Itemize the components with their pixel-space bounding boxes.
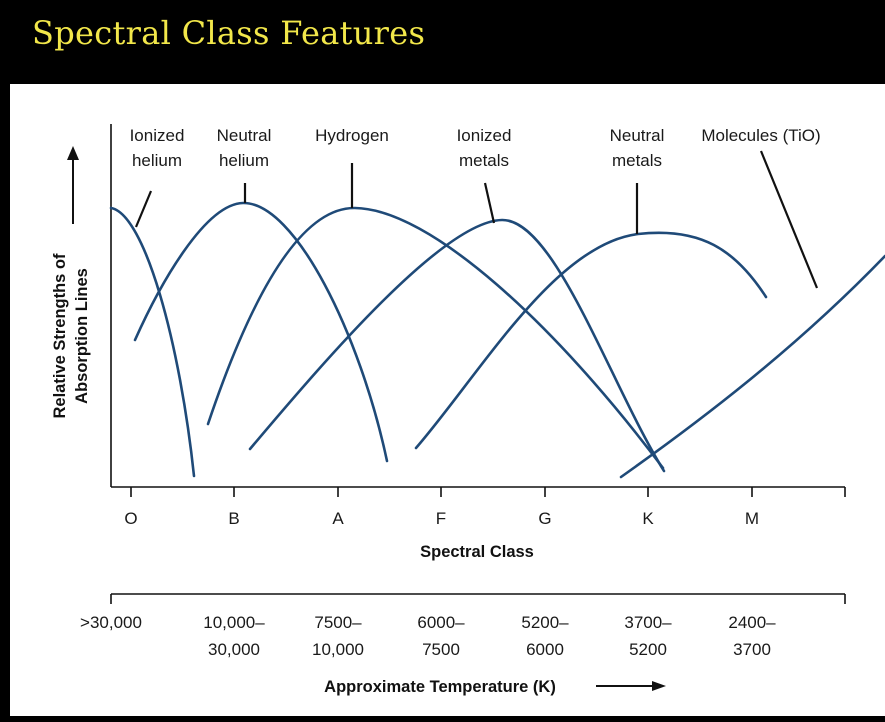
- temp-label-line1: 6000–: [417, 613, 465, 632]
- label-ionized-helium-line2: helium: [132, 151, 182, 170]
- label-hydrogen: Hydrogen: [315, 126, 389, 145]
- spectral-diagram: Relative Strengths of Absorption Lines I…: [51, 124, 885, 696]
- spectral-class-labels: O B A F G K M: [124, 509, 759, 528]
- curve-labels: Ionized helium Neutral helium Hydrogen I…: [130, 126, 821, 170]
- curve-neutral-metals: [414, 231, 768, 450]
- y-axis-arrow: [67, 146, 79, 224]
- label-neutral-metals-line2: metals: [612, 151, 662, 170]
- label-molecules-tio: Molecules (TiO): [701, 126, 820, 145]
- leader-molecules-tio: [759, 150, 819, 289]
- diagram-panel: Relative Strengths of Absorption Lines I…: [10, 84, 885, 716]
- absorption-curves: [109, 201, 885, 479]
- temp-label-line1: 10,000–: [203, 613, 265, 632]
- y-axis-title-line1: Relative Strengths of: [51, 253, 69, 419]
- temp-label-line2: 7500: [422, 640, 460, 659]
- temp-label-line1: 2400–: [728, 613, 776, 632]
- curve-hydrogen: [206, 206, 665, 470]
- curve-neutral-helium: [133, 201, 389, 463]
- label-ionized-helium-line1: Ionized: [130, 126, 185, 145]
- curve-molecules-tio: [619, 254, 885, 479]
- temp-label-line2: 6000: [526, 640, 564, 659]
- curve-ionized-helium: [109, 206, 196, 478]
- x-axis-title: Spectral Class: [420, 543, 534, 561]
- class-label: A: [332, 509, 344, 528]
- y-axis-title-line2: Absorption Lines: [73, 268, 91, 404]
- label-ionized-metals-line1: Ionized: [457, 126, 512, 145]
- page-title: Spectral Class Features: [32, 14, 426, 52]
- class-label: G: [538, 509, 551, 528]
- temp-axis-arrow: [596, 681, 666, 691]
- class-label: O: [124, 509, 137, 528]
- class-label: K: [642, 509, 654, 528]
- leader-ionized-helium: [134, 190, 153, 228]
- class-label: B: [228, 509, 239, 528]
- label-leaders: [134, 150, 819, 289]
- temp-label-line1: >30,000: [80, 613, 142, 632]
- temp-axis-title: Approximate Temperature (K): [324, 678, 556, 696]
- temp-label-line1: 5200–: [521, 613, 569, 632]
- class-label: M: [745, 509, 759, 528]
- label-neutral-helium-line1: Neutral: [217, 126, 272, 145]
- label-neutral-helium-line2: helium: [219, 151, 269, 170]
- temp-label-line2: 5200: [629, 640, 667, 659]
- temp-label-line2: 30,000: [208, 640, 260, 659]
- temp-label-line2: 3700: [733, 640, 771, 659]
- temp-label-line2: 10,000: [312, 640, 364, 659]
- temperature-axis: [110, 593, 846, 604]
- temp-label-line1: 7500–: [314, 613, 362, 632]
- temperature-labels: >30,000 10,000– 30,000 7500– 10,000 6000…: [80, 613, 776, 659]
- leader-ionized-metals: [483, 182, 496, 224]
- label-neutral-metals-line1: Neutral: [610, 126, 665, 145]
- temp-label-line1: 3700–: [624, 613, 672, 632]
- class-label: F: [436, 509, 446, 528]
- plot-axes: [110, 124, 846, 497]
- curve-ionized-metals: [248, 218, 666, 473]
- label-ionized-metals-line2: metals: [459, 151, 509, 170]
